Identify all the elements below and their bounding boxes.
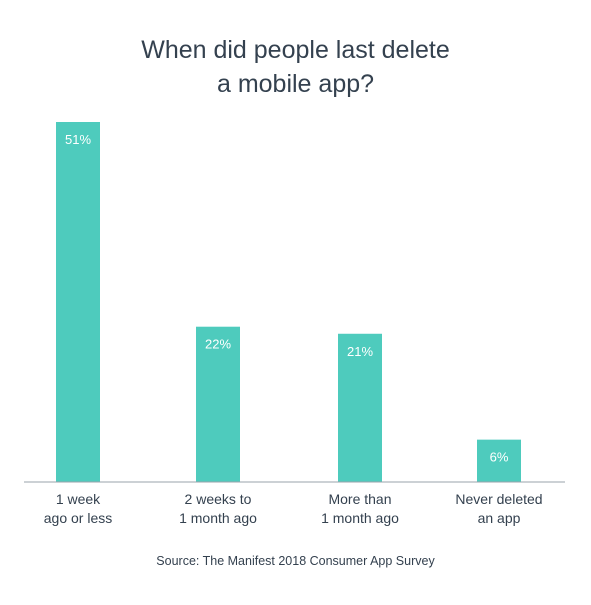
x-tick-label: ago or less — [44, 510, 112, 526]
bar — [56, 122, 100, 482]
bar-value-label: 21% — [347, 344, 373, 359]
x-tick-label: 1 month ago — [179, 510, 257, 526]
chart-title-line-2: a mobile app? — [216, 70, 375, 98]
bar-value-label: 51% — [65, 132, 91, 147]
x-tick-label: 2 weeks to — [185, 491, 252, 507]
bar — [196, 326, 240, 482]
chart-title-line-1: When did people last delete — [141, 36, 450, 64]
x-tick-label: Never deleted — [455, 491, 542, 507]
x-tick-label: 1 month ago — [321, 510, 399, 526]
bar-value-label: 6% — [490, 450, 509, 465]
x-tick-label: More than — [328, 491, 391, 507]
bar — [477, 439, 521, 482]
chart-title: When did people last delete a mobile app… — [0, 33, 591, 101]
source-note: Source: The Manifest 2018 Consumer App S… — [156, 554, 435, 568]
x-tick-label: 1 week — [56, 491, 101, 507]
x-tick-label: an app — [478, 510, 521, 526]
bar-value-label: 22% — [205, 337, 231, 352]
bar — [338, 333, 382, 482]
